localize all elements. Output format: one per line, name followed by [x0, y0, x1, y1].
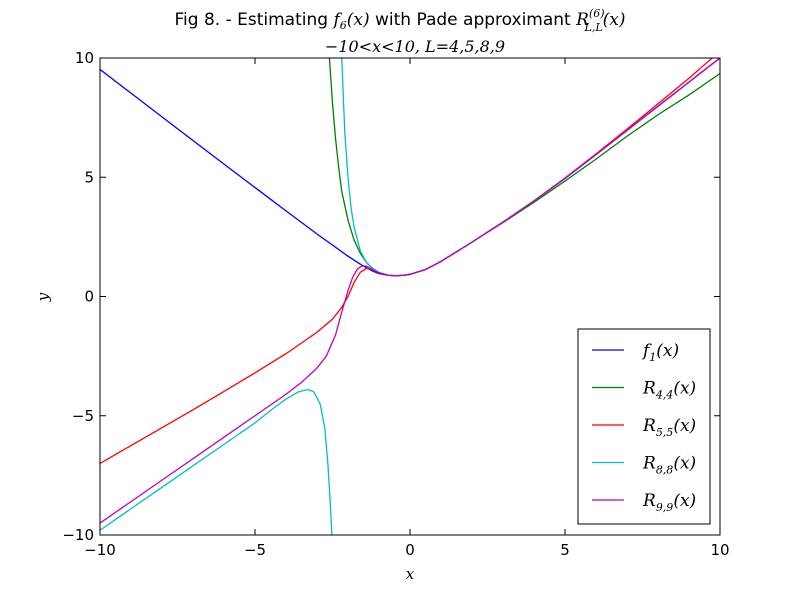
x-tick-label: −10: [84, 541, 116, 559]
chart-title: Fig 8. - Estimating f6(x) with Pade appr…: [174, 7, 625, 34]
title-r-sub: L,L: [584, 21, 603, 34]
legend-label: R5,5(x): [642, 416, 696, 439]
x-tick-label: −5: [244, 541, 266, 559]
series-line-r-8-8-x-branch: [100, 388, 333, 535]
legend: f1(x) R4,4(x) R5,5(x) R8,8(x) R9,9(x): [577, 328, 711, 525]
title-r-sup: (6): [589, 7, 605, 20]
x-tick-label: 0: [405, 541, 415, 559]
y-tick-label: −5: [72, 407, 94, 425]
legend-box: [577, 328, 711, 525]
y-axis-label: y: [34, 292, 52, 302]
legend-label: f1(x): [641, 341, 679, 364]
y-tick-label: 0: [84, 288, 94, 306]
ticks-layer: −10 −5 0 5 10 −10 −5 0 5 10: [62, 49, 729, 559]
legend-label: R4,4(x): [642, 379, 696, 402]
series-line-r-9-9-x: [100, 58, 720, 524]
y-tick-label: −10: [62, 526, 94, 544]
legend-label: R9,9(x): [642, 491, 696, 514]
title-f-sub: 6: [340, 19, 347, 32]
x-tick-label: 10: [710, 541, 729, 559]
title-prefix: Fig 8. - Estimating: [174, 10, 333, 30]
legend-label: R8,8(x): [642, 454, 696, 477]
x-tick-label: 5: [560, 541, 570, 559]
chart-subtitle: −10<x<10, L=4,5,8,9: [325, 37, 505, 56]
series-layer: [100, 58, 720, 535]
y-tick-label: 5: [84, 168, 94, 186]
title-r: R: [575, 10, 589, 30]
x-axis-label: x: [406, 565, 415, 583]
y-tick-label: 10: [75, 49, 94, 67]
title-f-arg: (x): [347, 10, 370, 30]
title-f: f: [331, 10, 342, 30]
title-middle: with Pade approximant: [370, 10, 577, 30]
title-r-arg: (x): [603, 10, 626, 30]
